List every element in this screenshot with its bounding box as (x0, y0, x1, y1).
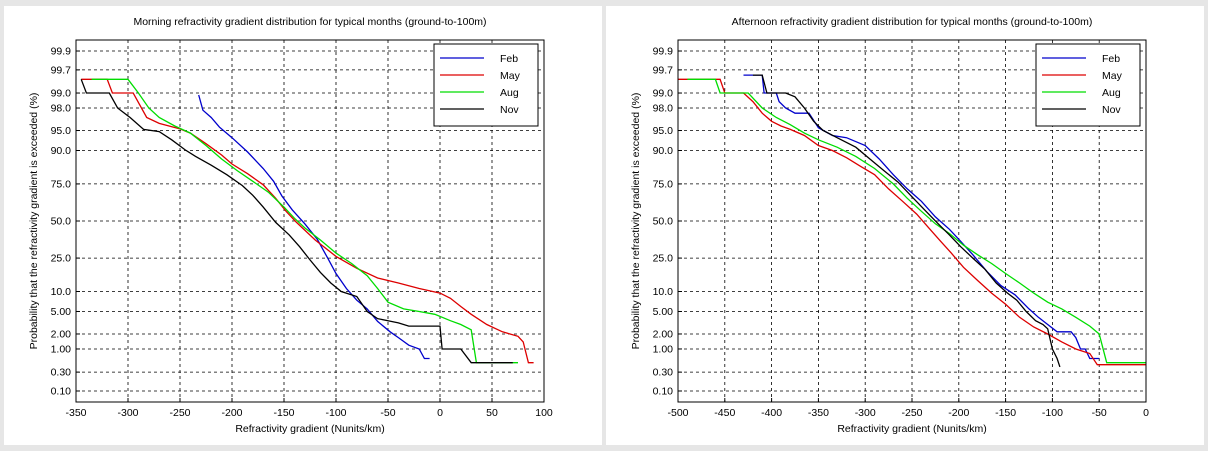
chart-title: Morning refractivity gradient distributi… (133, 16, 486, 28)
legend-label-nov: Nov (500, 104, 519, 116)
x-tick-label: 100 (535, 407, 553, 419)
x-tick-label: -250 (901, 407, 922, 419)
y-tick-label: 0.10 (51, 385, 72, 397)
y-tick-label: 95.0 (51, 125, 72, 137)
series-group (80, 78, 534, 364)
x-tick-label: -150 (273, 407, 294, 419)
x-tick-label: -350 (808, 407, 829, 419)
x-tick-label: -200 (948, 407, 969, 419)
y-tick-label: 0.30 (653, 367, 674, 379)
series-group (678, 74, 1146, 368)
y-axis-label: Probability that the refractivity gradie… (630, 93, 642, 350)
y-tick-label: 10.0 (51, 286, 72, 298)
legend-label-may: May (500, 70, 521, 82)
legend-label-aug: Aug (500, 87, 519, 99)
y-tick-label: 99.7 (51, 64, 72, 76)
legend-label-nov: Nov (1102, 104, 1121, 116)
series-line-nov (752, 74, 1061, 368)
left-chart-panel: -350 -300 -250 -200 -150 -100 -50 0 50 100 99.9 99.… (4, 6, 602, 445)
legend: Feb May Aug Nov (1035, 43, 1141, 127)
y-tick-label: 90.0 (653, 145, 674, 157)
y-tick-label: 99.0 (51, 88, 72, 100)
y-tick-label: 75.0 (51, 178, 72, 190)
y-tick-label: 99.0 (653, 88, 674, 100)
y-tick-label: 1.00 (51, 343, 72, 355)
y-tick-label: 1.00 (653, 343, 674, 355)
series-line-aug (687, 78, 1146, 364)
x-tick-label: -50 (1092, 407, 1107, 419)
x-axis-label: Refractivity gradient (Nunits/km) (235, 423, 384, 435)
right-chart-panel: -500 -450 -400 -350 -300 -250 -200 -150 -100 -50 0… (606, 6, 1204, 445)
x-tick-label: -50 (380, 407, 395, 419)
x-tick-label: -400 (761, 407, 782, 419)
y-tick-label: 99.9 (653, 46, 674, 58)
series-line-feb (198, 94, 430, 360)
y-tick-label: 99.9 (51, 46, 72, 58)
x-tick-label: -250 (169, 407, 190, 419)
series-line-aug (91, 78, 518, 364)
legend-label-feb: Feb (1102, 53, 1120, 65)
y-tick-label: 98.0 (653, 103, 674, 115)
x-tick-label: -150 (995, 407, 1016, 419)
series-line-may (81, 78, 534, 364)
legend-box (1035, 43, 1141, 127)
legend-label-aug: Aug (1102, 87, 1121, 99)
afternoon-chart: -500 -450 -400 -350 -300 -250 -200 -150 -100 -50 0… (630, 16, 1149, 435)
y-tick-label: 98.0 (51, 103, 72, 115)
y-tick-label: 50.0 (653, 216, 674, 228)
y-tick-label: 5.00 (51, 306, 72, 318)
y-tick-label: 0.30 (51, 367, 72, 379)
x-tick-label: -300 (117, 407, 138, 419)
y-tick-label: 25.0 (51, 253, 72, 265)
y-tick-label: 0.10 (653, 385, 674, 397)
x-tick-label: -300 (855, 407, 876, 419)
y-tick-label: 90.0 (51, 145, 72, 157)
x-tick-label: -200 (221, 407, 242, 419)
y-axis-label: Probability that the refractivity gradie… (28, 93, 40, 350)
series-line-may (678, 78, 1146, 366)
y-tick-label: 5.00 (653, 306, 674, 318)
x-tick-label: 0 (1143, 407, 1149, 419)
y-tick-label: 95.0 (653, 125, 674, 137)
x-tick-label: -350 (65, 407, 86, 419)
series-line-nov (80, 79, 513, 364)
legend-label-may: May (1102, 70, 1123, 82)
x-tick-label: -100 (1042, 407, 1063, 419)
morning-chart: -350 -300 -250 -200 -150 -100 -50 0 50 100 99.9 99.… (28, 16, 553, 435)
legend-label-feb: Feb (500, 53, 518, 65)
chart-title: Afternoon refractivity gradient distribu… (732, 16, 1093, 28)
legend-box (433, 43, 539, 127)
y-tick-label: 99.7 (653, 64, 674, 76)
y-tick-label: 2.00 (653, 328, 674, 340)
x-axis-label: Refractivity gradient (Nunits/km) (837, 423, 986, 435)
x-tick-label: -450 (714, 407, 735, 419)
y-tick-label: 25.0 (653, 253, 674, 265)
y-tick-label: 50.0 (51, 216, 72, 228)
x-tick-label: -100 (325, 407, 346, 419)
x-tick-label: 50 (486, 407, 498, 419)
y-tick-label: 10.0 (653, 286, 674, 298)
x-tick-label: 0 (437, 407, 443, 419)
y-tick-label: 75.0 (653, 178, 674, 190)
legend: Feb May Aug Nov (433, 43, 539, 127)
x-tick-label: -500 (667, 407, 688, 419)
series-line-feb (743, 74, 1100, 360)
y-tick-label: 2.00 (51, 328, 72, 340)
